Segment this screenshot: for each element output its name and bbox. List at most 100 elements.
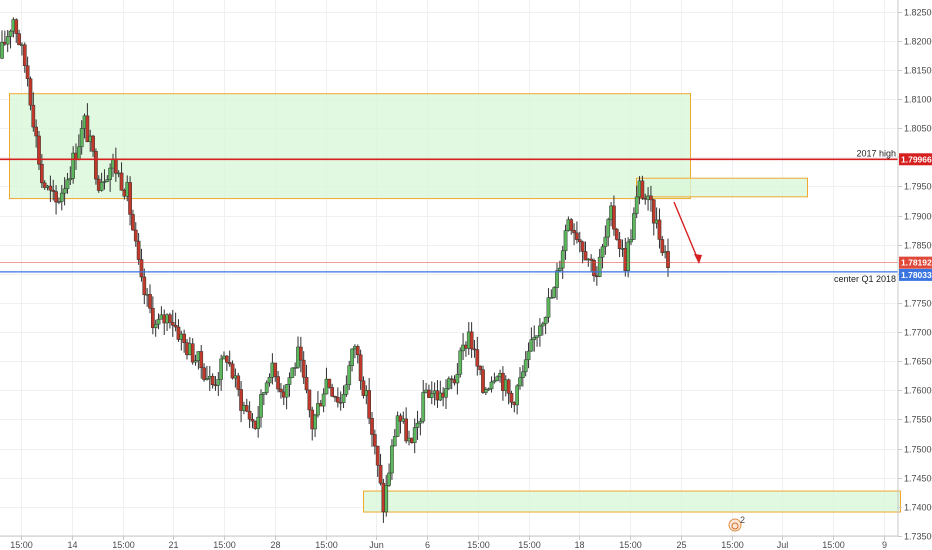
price-tick-label: 1.74000 xyxy=(904,503,932,513)
candle xyxy=(173,312,178,332)
candle xyxy=(378,453,383,486)
candle xyxy=(532,325,537,352)
candle xyxy=(617,231,622,258)
candle xyxy=(62,177,67,206)
price-tick-label: 1.73500 xyxy=(904,532,932,542)
candle xyxy=(85,103,90,143)
candle xyxy=(392,429,397,447)
candle xyxy=(651,198,656,236)
candle xyxy=(156,313,161,330)
candle xyxy=(128,176,132,226)
candle xyxy=(449,375,454,390)
candle xyxy=(219,354,224,391)
price-tick-label: 1.76000 xyxy=(904,386,932,396)
candle xyxy=(458,347,463,378)
candle xyxy=(59,184,64,211)
price-tick-label: 1.77000 xyxy=(904,328,932,338)
candle xyxy=(176,319,181,342)
price-tick-label: 1.81000 xyxy=(904,95,932,105)
candle xyxy=(205,365,209,381)
candle xyxy=(489,376,494,393)
zone-lower[interactable] xyxy=(363,490,901,513)
price-tick-label: 1.80500 xyxy=(904,124,932,134)
candle xyxy=(259,389,263,428)
price-tick-label: 1.76500 xyxy=(904,357,932,367)
candle xyxy=(657,208,662,249)
candle xyxy=(37,131,41,170)
candle xyxy=(199,345,204,379)
candle xyxy=(256,405,261,438)
price-tag-last-bg xyxy=(899,256,932,269)
candle xyxy=(236,372,241,397)
candle xyxy=(330,383,335,398)
candle xyxy=(182,329,187,353)
candle xyxy=(341,385,346,408)
candle xyxy=(131,209,135,231)
time-tick-label: 15:00 xyxy=(10,540,33,550)
candle xyxy=(580,240,585,264)
candle xyxy=(293,362,298,376)
candle xyxy=(478,365,483,376)
price-tag-2017-high: 1.79966 xyxy=(901,154,932,164)
candle xyxy=(333,395,337,402)
candle xyxy=(273,362,278,382)
candle xyxy=(629,229,633,246)
zone-small[interactable] xyxy=(636,177,808,198)
label-2017-high: 2017 high xyxy=(856,148,896,158)
time-tick-label: 15:00 xyxy=(213,540,236,550)
candle xyxy=(572,223,576,246)
time-tick-label: 15:00 xyxy=(822,540,845,550)
time-tick-label: 6 xyxy=(425,540,430,550)
zone-upper[interactable] xyxy=(9,93,691,200)
candle xyxy=(57,197,61,205)
candle xyxy=(290,367,295,379)
candle xyxy=(168,312,172,329)
candle xyxy=(190,338,195,365)
candle xyxy=(429,381,434,405)
candle xyxy=(577,231,582,253)
candle xyxy=(660,236,665,256)
candle xyxy=(398,413,403,434)
price-tag-center-bg xyxy=(899,268,932,281)
horizontal-lines[interactable]: 2017 high center Q1 2018 xyxy=(0,148,898,284)
candle xyxy=(540,321,545,336)
candle xyxy=(22,42,27,73)
forecast-arrow[interactable] xyxy=(673,201,700,263)
time-tick-label: 15:00 xyxy=(518,540,541,550)
price-tag-2017-high-bg xyxy=(899,153,932,166)
candle xyxy=(418,418,423,436)
candle xyxy=(261,392,266,406)
time-axis[interactable]: 15:00 14 15:00 21 15:00 28 15:00 Jun 6 15:00 15:00… xyxy=(10,536,887,550)
candle xyxy=(224,354,229,371)
event-marker-icon[interactable]: 2 xyxy=(728,515,745,532)
candle xyxy=(304,364,309,394)
candle xyxy=(555,262,559,300)
candle xyxy=(600,243,605,269)
candle xyxy=(94,148,98,185)
candle xyxy=(307,389,312,418)
price-tick-label: 1.79000 xyxy=(904,212,932,222)
candle xyxy=(298,336,303,373)
candle xyxy=(150,296,155,335)
time-tick-label: 28 xyxy=(270,540,280,550)
candle xyxy=(614,227,619,241)
candle xyxy=(495,375,500,382)
candle xyxy=(575,221,579,244)
candle xyxy=(54,185,58,215)
time-tick-label: 15:00 xyxy=(467,540,490,550)
price-tick-label: 1.75500 xyxy=(904,415,932,425)
price-tick-label: 1.77500 xyxy=(904,299,932,309)
candle xyxy=(5,30,10,53)
candle xyxy=(631,207,636,240)
price-tag-last: 1.78192 xyxy=(901,258,932,268)
candle xyxy=(327,378,332,389)
candle xyxy=(8,29,13,49)
candle xyxy=(390,439,394,480)
candle xyxy=(34,119,39,148)
candle xyxy=(91,134,95,158)
candle xyxy=(28,76,33,111)
candle xyxy=(321,388,326,413)
event-count: 2 xyxy=(740,515,745,525)
candle xyxy=(31,92,36,132)
